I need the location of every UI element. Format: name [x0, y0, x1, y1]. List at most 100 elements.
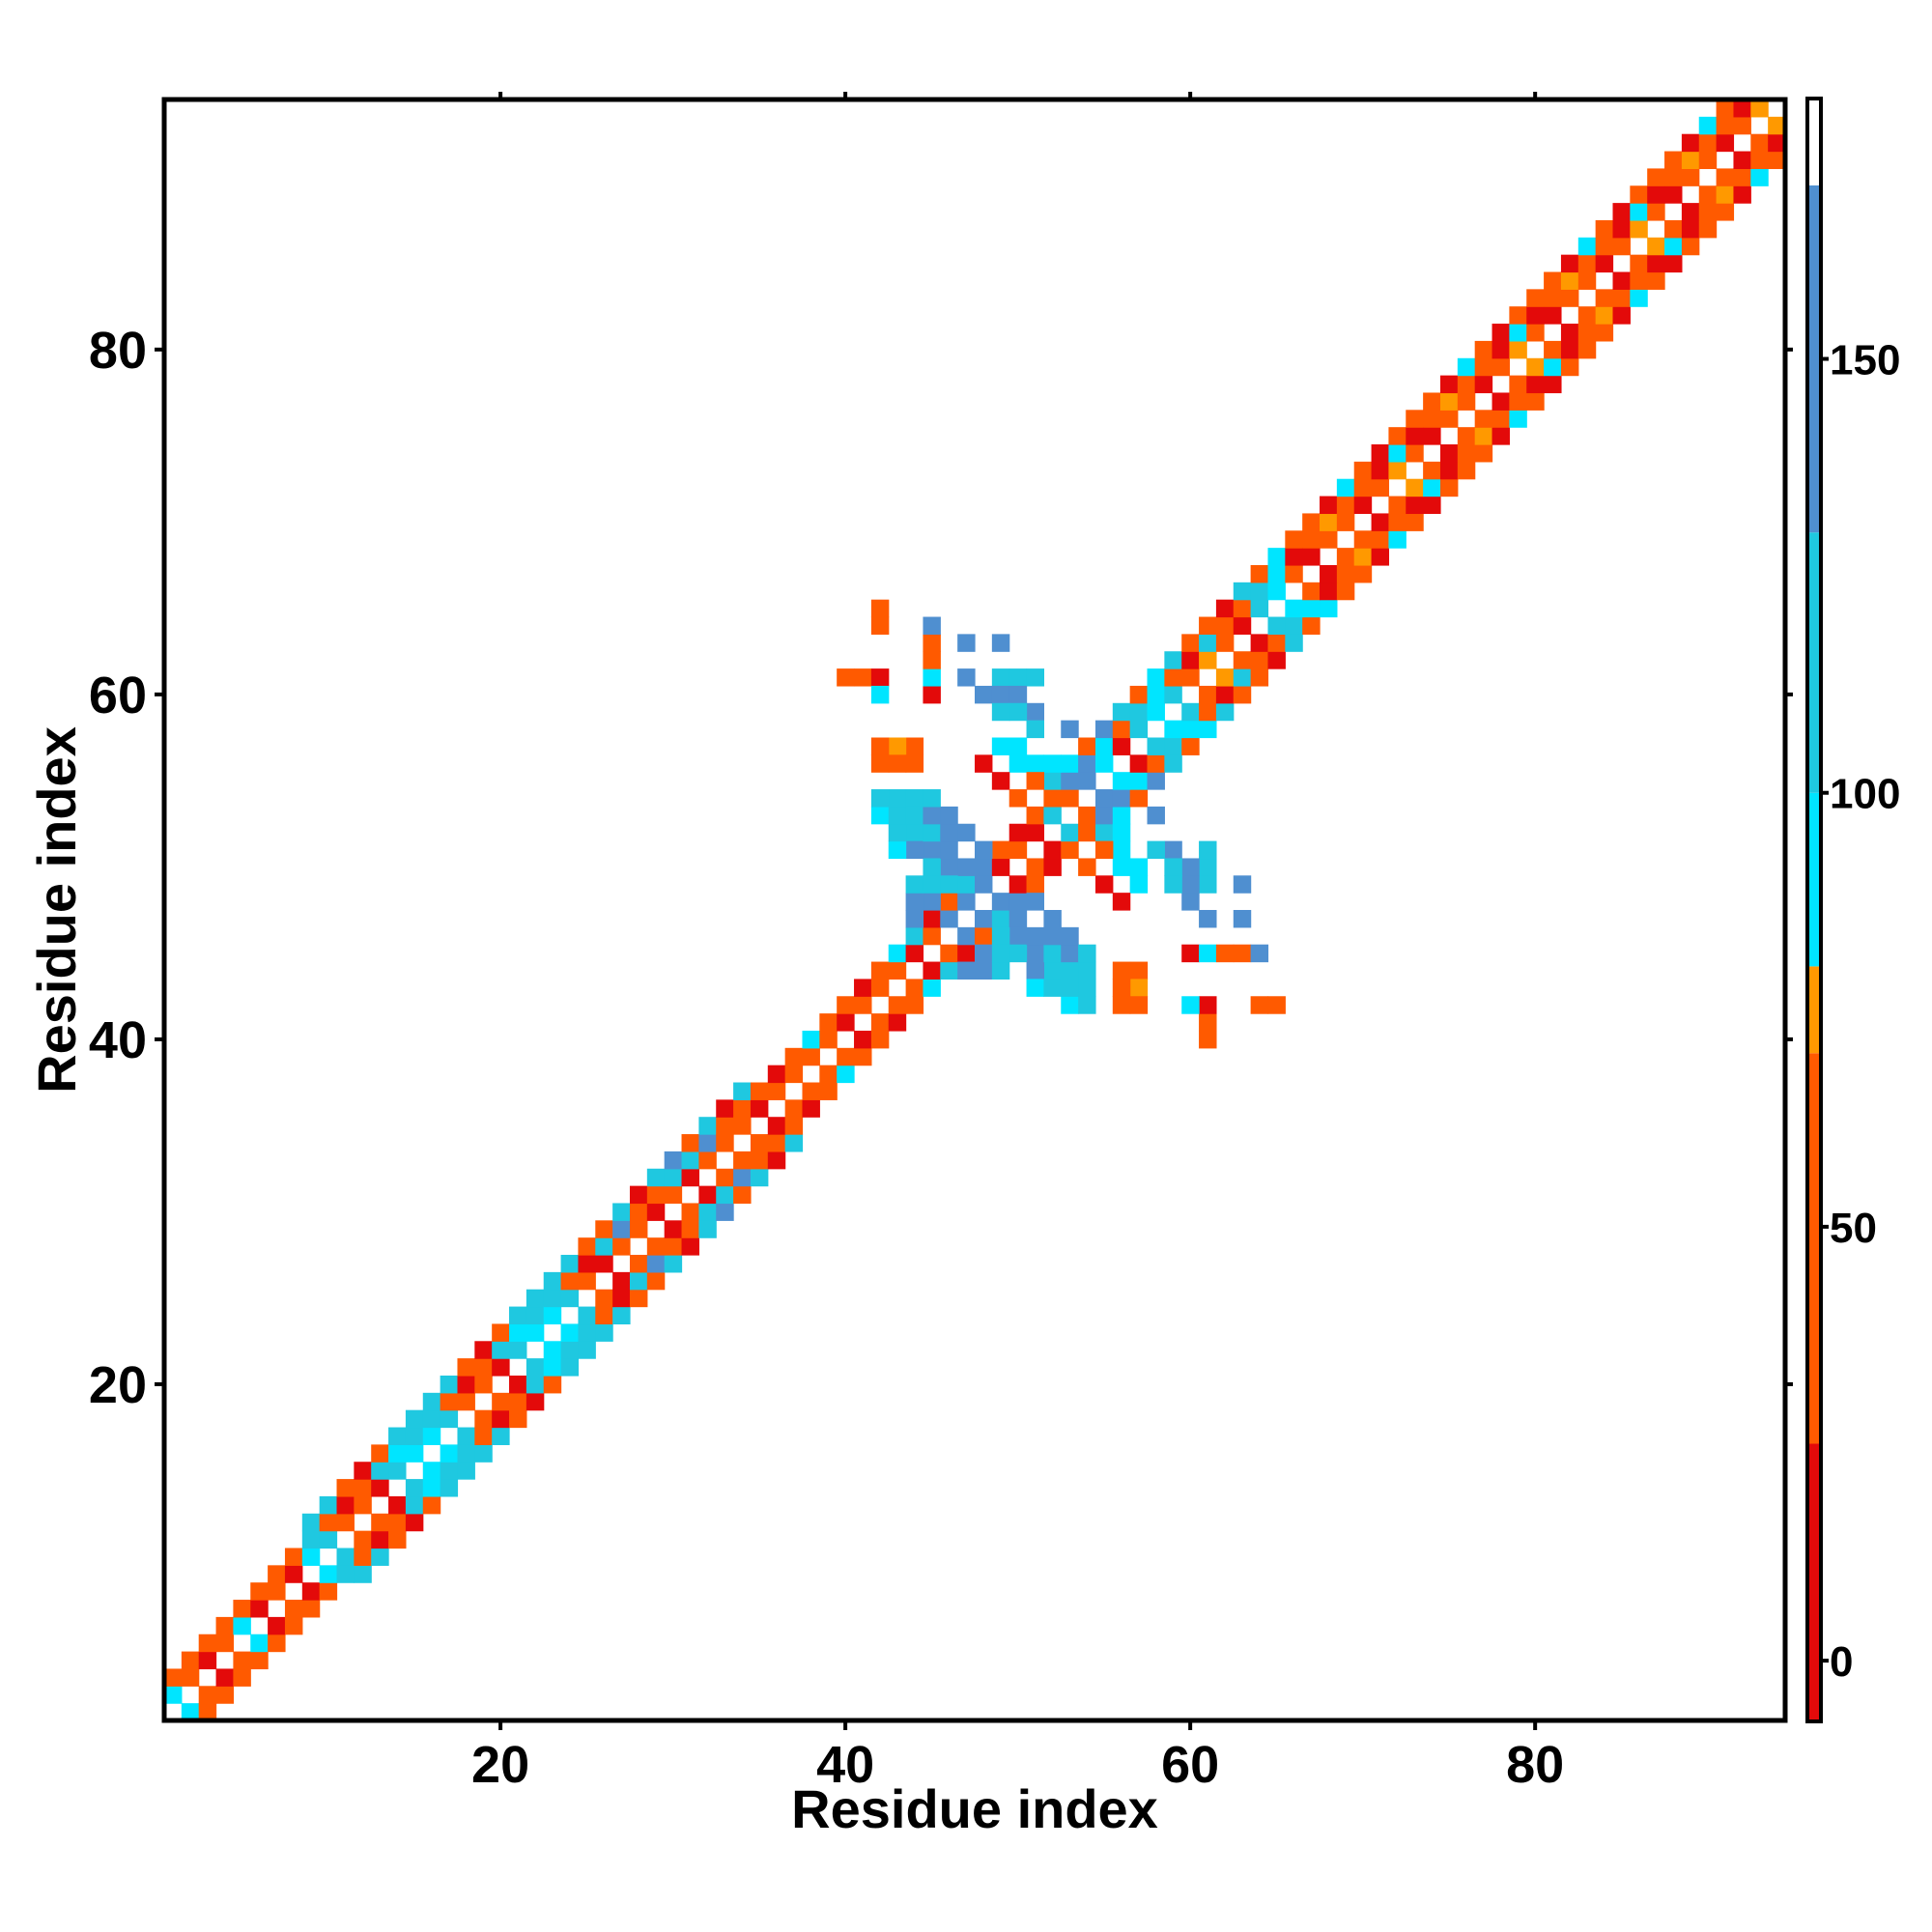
colorbar-band [1807, 185, 1821, 533]
heatmap-cell [233, 1668, 251, 1687]
heatmap-cell [1302, 548, 1321, 566]
heatmap-cell [870, 616, 890, 635]
heatmap-cell [1043, 840, 1062, 860]
heatmap-cell [870, 599, 890, 618]
heatmap-cell [164, 1668, 183, 1687]
x-axis-title: Residue index [791, 1778, 1158, 1839]
heatmap-cell [457, 1462, 475, 1480]
heatmap-cell [1061, 823, 1079, 842]
heatmap-cell [1353, 564, 1373, 583]
heatmap-cell [233, 1651, 251, 1670]
heatmap-cell [837, 996, 855, 1014]
heatmap-cell [1199, 1030, 1217, 1049]
heatmap-cell [784, 1047, 804, 1066]
heatmap-cell [301, 1513, 321, 1532]
heatmap-cell [1199, 858, 1217, 876]
heatmap-cell [1112, 737, 1131, 755]
heatmap-cell [975, 875, 993, 894]
heatmap-cell [1474, 375, 1493, 394]
heatmap-cell [1164, 737, 1182, 755]
heatmap-cell [1026, 979, 1044, 997]
heatmap-cell [1647, 168, 1665, 186]
heatmap-cell [1406, 427, 1424, 445]
heatmap-cell [888, 806, 907, 825]
heatmap-cell [371, 1462, 389, 1480]
heatmap-cell [250, 1582, 269, 1601]
heatmap-cell [336, 1479, 355, 1497]
heatmap-cell [354, 1548, 372, 1566]
heatmap-cells [164, 99, 1786, 1721]
heatmap-cell [1595, 237, 1614, 256]
heatmap-cell [509, 1375, 527, 1394]
heatmap-cell [405, 1427, 424, 1445]
heatmap-cell [371, 1444, 389, 1463]
heatmap-cell [1129, 996, 1149, 1014]
heatmap-cell [837, 668, 855, 687]
heatmap-cell [1371, 478, 1390, 497]
heatmap-cell [1129, 875, 1149, 894]
heatmap-cell [854, 1047, 872, 1066]
heatmap-cell [354, 1495, 372, 1515]
heatmap-cell [1664, 254, 1683, 273]
heatmap-cell [1733, 151, 1751, 169]
heatmap-cell [767, 1117, 786, 1135]
heatmap-cell [1026, 823, 1044, 842]
heatmap-cell [733, 1151, 752, 1170]
heatmap-cell [457, 1392, 475, 1411]
heatmap-cell [492, 1323, 510, 1342]
heatmap-cell [1285, 564, 1303, 583]
heatmap-cell [991, 893, 1010, 911]
heatmap-cell [698, 1134, 717, 1152]
heatmap-cell [1353, 530, 1373, 549]
heatmap-cell [1026, 806, 1044, 825]
heatmap-cell [1250, 944, 1269, 963]
heatmap-cell [1009, 754, 1028, 773]
heatmap-cell [1112, 789, 1131, 808]
heatmap-cell [1112, 961, 1131, 980]
heatmap-cell [629, 1289, 648, 1308]
heatmap-cell [1492, 410, 1510, 428]
heatmap-cell [336, 1548, 355, 1566]
heatmap-cell [301, 1582, 321, 1601]
heatmap-cell [1353, 548, 1373, 566]
heatmap-cell [1526, 392, 1545, 411]
heatmap-cell [1112, 979, 1131, 997]
heatmap-cell [1681, 133, 1700, 153]
y-tick-label: 80 [89, 322, 147, 380]
heatmap-cell [388, 1462, 407, 1480]
heatmap-cell [1061, 961, 1079, 980]
heatmap-cell [716, 1099, 734, 1118]
colorbar-frame [1805, 97, 1823, 1723]
heatmap-cell [1423, 461, 1441, 480]
heatmap-cell [1698, 116, 1718, 135]
heatmap-cell [612, 1237, 631, 1256]
heatmap-cell [1509, 324, 1527, 342]
heatmap-cell [1526, 357, 1545, 377]
heatmap-cell [1129, 789, 1149, 808]
heatmap-cell [1129, 858, 1149, 876]
heatmap-cell [991, 926, 1010, 946]
heatmap-cell [1733, 185, 1751, 204]
heatmap-cell [1078, 823, 1096, 842]
heatmap-cell [492, 1427, 510, 1445]
heatmap-cell [181, 1651, 200, 1670]
heatmap-cell [1612, 237, 1631, 256]
heatmap-cell [474, 1358, 493, 1377]
heatmap-cell [923, 875, 941, 894]
heatmap-cell [1181, 634, 1200, 652]
heatmap-cell [923, 668, 941, 687]
heatmap-cell [509, 1306, 527, 1325]
heatmap-cell [991, 910, 1010, 928]
heatmap-cell [664, 1168, 683, 1187]
heatmap-cell [957, 858, 976, 876]
heatmap-cell [629, 1185, 648, 1205]
heatmap-cell [1061, 926, 1079, 946]
heatmap-cell [1320, 513, 1338, 531]
heatmap-cell [1768, 116, 1786, 135]
heatmap-cell [509, 1409, 527, 1429]
heatmap-cell [905, 979, 924, 997]
heatmap-cell [1630, 271, 1648, 290]
heatmap-cell [1267, 616, 1286, 635]
heatmap-cell [301, 1548, 321, 1566]
heatmap-cell [1474, 357, 1493, 377]
